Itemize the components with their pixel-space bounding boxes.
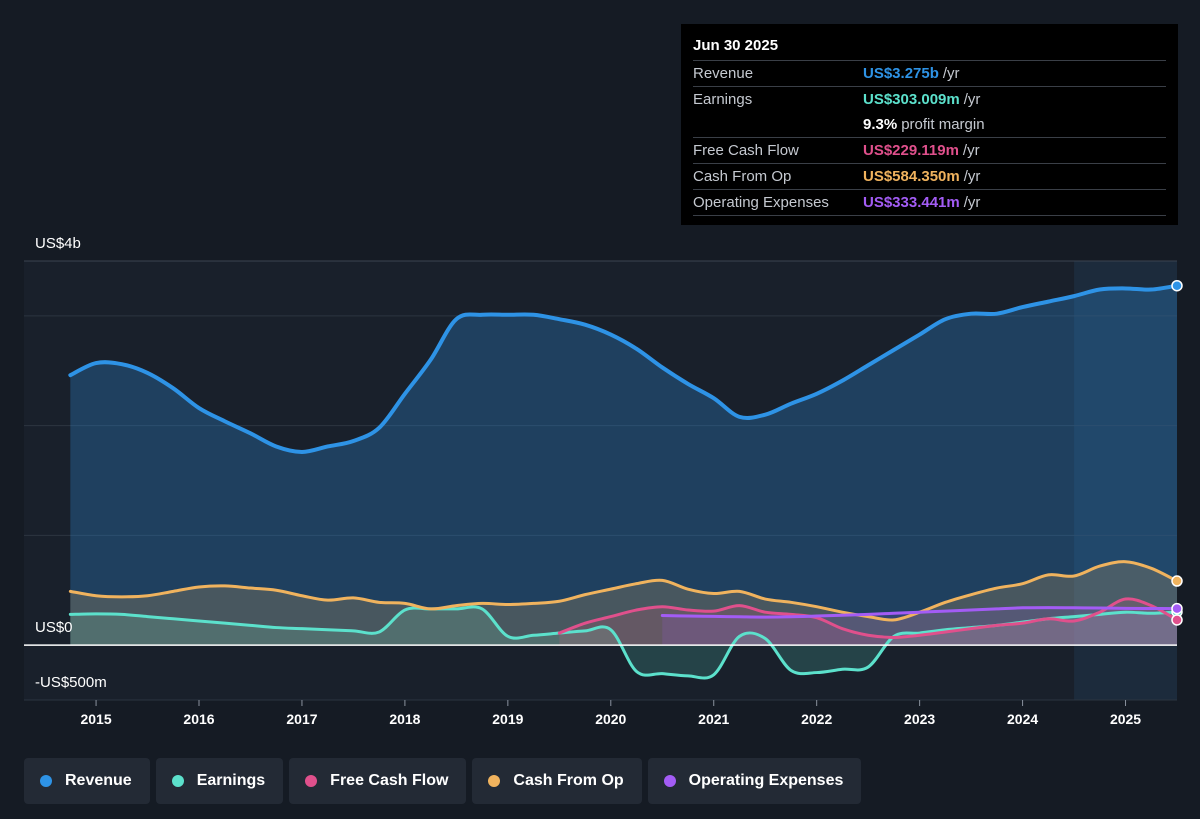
tooltip-date: Jun 30 2025 xyxy=(693,37,779,54)
legend-item-cash-from-op[interactable]: Cash From Op xyxy=(472,758,642,804)
revenue-area xyxy=(70,285,1177,646)
tooltip-row-fcf: Free Cash Flow US$229.119m /yr xyxy=(693,137,1166,163)
legend: Revenue Earnings Free Cash Flow Cash Fro… xyxy=(24,758,862,804)
operating-expenses-endpoint xyxy=(1171,602,1183,615)
tooltip-label: Free Cash Flow xyxy=(693,142,799,159)
area-layer xyxy=(70,285,1177,679)
tooltip-row-margin: 9.3% profit margin xyxy=(693,112,1166,137)
tooltip-unit: /yr xyxy=(963,168,981,185)
y-label-bottom: -US$500m xyxy=(35,674,107,691)
legend-label: Earnings xyxy=(196,772,266,789)
x-tick-label: 2019 xyxy=(492,711,523,727)
free-cash-flow-dot-icon xyxy=(305,775,318,787)
tooltip-unit: profit margin xyxy=(901,116,985,133)
tooltip-value: US$3.275b xyxy=(863,65,939,82)
tooltip-label: Revenue xyxy=(693,65,754,82)
legend-item-operating-expenses[interactable]: Operating Expenses xyxy=(647,758,862,804)
line-layer xyxy=(24,279,1183,680)
legend-label: Revenue xyxy=(65,772,132,789)
free-cash-flow-line xyxy=(557,597,1179,639)
tooltip-unit: /yr xyxy=(963,194,981,211)
legend-label: Operating Expenses xyxy=(688,772,844,789)
tooltip-label: Earnings xyxy=(693,91,753,108)
tooltip-unit: /yr xyxy=(942,65,960,82)
x-tick-label: 2024 xyxy=(1007,711,1038,727)
operating-expenses-dot-icon xyxy=(663,775,676,787)
tooltip-value: US$303.009m xyxy=(863,91,960,108)
tooltip-value: 9.3% xyxy=(863,116,898,133)
revenue-line xyxy=(68,283,1179,454)
y-label-zero: US$0 xyxy=(35,619,73,636)
tooltip-unit: /yr xyxy=(963,91,981,108)
tooltip-label: Operating Expenses xyxy=(693,194,829,211)
revenue-dot-icon xyxy=(40,775,52,787)
revenue-endpoint xyxy=(1171,279,1183,292)
legend-label: Cash From Op xyxy=(513,772,624,789)
legend-item-revenue[interactable]: Revenue xyxy=(24,758,150,804)
tooltip-value: US$229.119m xyxy=(863,142,959,159)
legend-label: Free Cash Flow xyxy=(330,772,449,789)
tooltip-row-earnings: Earnings US$303.009m /yr xyxy=(693,86,1166,112)
tooltip-label: Cash From Op xyxy=(693,168,792,185)
free-cash-flow-area xyxy=(559,598,1177,646)
earnings-area xyxy=(70,606,1177,679)
x-tick-label: 2020 xyxy=(595,711,626,727)
tooltip-row-cfo: Cash From Op US$584.350m /yr xyxy=(693,163,1166,189)
cash-from-op-line xyxy=(68,560,1179,622)
x-tick-label: 2016 xyxy=(183,711,214,727)
tooltip-panel: Jun 30 2025 Revenue US$3.275b /yr Earnin… xyxy=(681,24,1178,225)
latest-period-highlight xyxy=(1074,261,1177,700)
free-cash-flow-endpoint xyxy=(1171,614,1183,626)
tooltip-value: US$584.350m xyxy=(863,168,960,185)
x-tick-label: 2023 xyxy=(904,711,935,727)
x-tick-label: 2025 xyxy=(1110,711,1141,727)
x-tick-label: 2022 xyxy=(801,711,832,727)
earnings-dot-icon xyxy=(171,775,184,787)
tooltip-row-revenue: Revenue US$3.275b /yr xyxy=(693,60,1166,86)
cash-from-op-endpoint xyxy=(1171,575,1183,587)
legend-item-earnings[interactable]: Earnings xyxy=(155,758,284,804)
legend-item-free-cash-flow[interactable]: Free Cash Flow xyxy=(289,758,467,804)
tooltip-value: US$333.441m xyxy=(863,194,960,211)
cash-from-op-dot-icon xyxy=(488,775,501,787)
y-label-top: US$4b xyxy=(35,235,81,252)
cash-from-op-area xyxy=(70,561,1177,646)
x-tick-label: 2015 xyxy=(80,711,111,727)
tick-layer: 2015 2016 2017 2018 2019 2020 2021 2022 2023 2024… xyxy=(80,700,1141,727)
tooltip-unit: /yr xyxy=(962,142,980,159)
tooltip-row-opex: Operating Expenses US$333.441m /yr xyxy=(693,189,1166,216)
x-tick-label: 2021 xyxy=(698,711,729,727)
x-tick-label: 2018 xyxy=(389,711,420,727)
x-tick-label: 2017 xyxy=(286,711,317,727)
operating-expenses-line xyxy=(660,606,1179,619)
